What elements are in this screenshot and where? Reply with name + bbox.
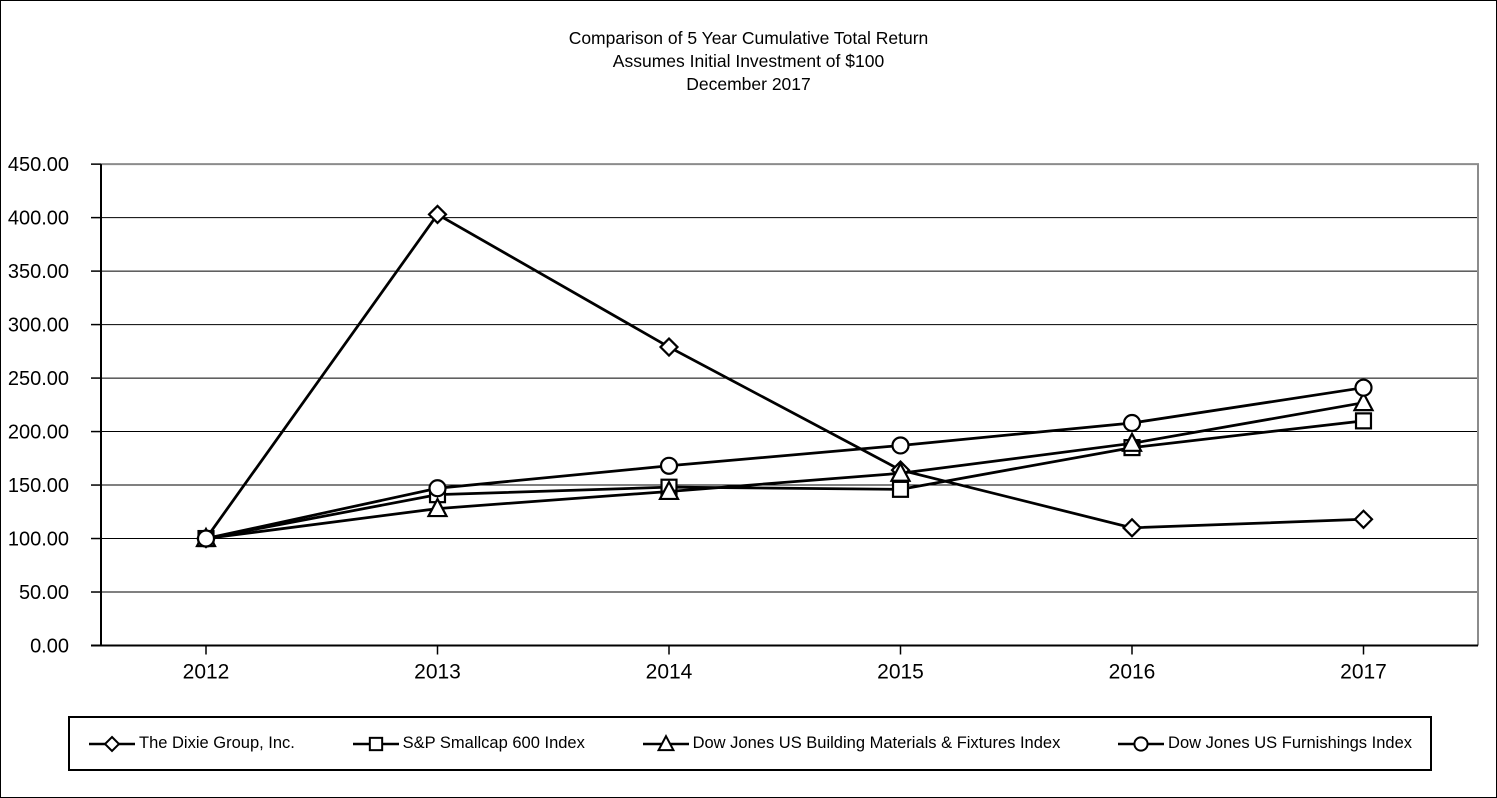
legend-item-circle: Dow Jones US Furnishings Index <box>1117 734 1412 754</box>
triangle-marker-icon <box>642 733 689 751</box>
gridlines <box>101 217 1478 593</box>
series-diamond <box>195 204 1374 549</box>
circle-marker-icon <box>1118 735 1165 752</box>
legend-label: Dow Jones US Furnishings Index <box>1168 734 1412 752</box>
series-triangle <box>195 390 1375 548</box>
plot-area-border <box>101 163 1479 646</box>
square-marker-icon <box>891 480 910 498</box>
triangle-marker-icon <box>1352 390 1375 412</box>
series-line <box>205 386 1364 540</box>
diamond-marker-icon <box>103 735 121 752</box>
x-tick-label: 2015 <box>877 661 924 684</box>
square-marker-icon <box>1354 412 1373 430</box>
x-tick-label: 2017 <box>1340 661 1387 684</box>
diamond-marker-icon <box>1121 517 1143 538</box>
diamond-marker-icon <box>89 735 135 752</box>
diamond-marker-icon <box>427 204 448 225</box>
circle-marker-icon <box>1133 735 1149 752</box>
y-tick-label: 150.00 <box>8 475 69 497</box>
y-tick-label: 100.00 <box>8 529 69 551</box>
square-marker-icon <box>352 736 399 751</box>
y-axis: 0.00 50.00 100.00 150.00 200.00 250.00 300.00 3… <box>8 154 102 658</box>
circle-marker-icon <box>196 529 216 548</box>
triangle-marker-icon <box>426 496 449 518</box>
y-tick-label: 200.00 <box>8 422 69 444</box>
legend-label: The Dixie Group, Inc. <box>139 734 295 752</box>
circle-marker-icon <box>428 479 447 498</box>
chart-title-line3: December 2017 <box>686 74 811 94</box>
y-tick-label: 350.00 <box>8 261 69 283</box>
legend-label: S&P Smallcap 600 Index <box>402 734 585 752</box>
series-circle <box>196 378 1373 548</box>
y-tick-label: 50.00 <box>19 582 69 604</box>
x-axis: 2012 2013 2014 2015 2016 2017 <box>91 644 1478 684</box>
y-tick-label: 300.00 <box>8 315 69 337</box>
triangle-marker-icon <box>658 479 680 501</box>
diamond-marker-icon <box>1353 509 1374 530</box>
x-tick-label: 2012 <box>183 661 230 684</box>
circle-marker-icon <box>891 436 910 455</box>
square-marker-icon <box>368 736 383 751</box>
x-tick-label: 2013 <box>414 661 461 684</box>
chart-title: Comparison of 5 Year Cumulative Total Re… <box>1 27 1496 96</box>
series-line <box>204 212 1364 540</box>
series-line <box>205 419 1364 540</box>
triangle-marker-icon <box>1121 431 1143 452</box>
chart-title-line1: Comparison of 5 Year Cumulative Total Re… <box>568 28 929 48</box>
legend-item-triangle: Dow Jones US Building Materials & Fixtur… <box>642 733 1061 754</box>
legend-label: Dow Jones US Building Materials & Fixtur… <box>692 734 1061 752</box>
circle-marker-icon <box>659 456 679 475</box>
series-line <box>205 401 1364 540</box>
triangle-marker-icon <box>656 733 675 751</box>
x-tick-label: 2014 <box>646 661 693 684</box>
chart-title-line2: Assumes Initial Investment of $100 <box>612 51 885 71</box>
y-tick-label: 450.00 <box>8 154 69 176</box>
diamond-marker-icon <box>658 336 680 358</box>
y-tick-label: 400.00 <box>8 208 69 230</box>
x-tick-label: 2016 <box>1109 661 1156 684</box>
circle-marker-icon <box>1354 378 1373 397</box>
chart-legend: The Dixie Group, Inc. S&P Smallcap 600 In… <box>68 716 1432 771</box>
triangle-marker-icon <box>889 461 912 482</box>
y-tick-label: 250.00 <box>8 368 69 390</box>
y-tick-label: 0.00 <box>30 636 69 658</box>
legend-item-square: S&P Smallcap 600 Index <box>352 734 585 754</box>
legend-item-diamond: The Dixie Group, Inc. <box>88 734 295 754</box>
circle-marker-icon <box>1122 413 1142 433</box>
